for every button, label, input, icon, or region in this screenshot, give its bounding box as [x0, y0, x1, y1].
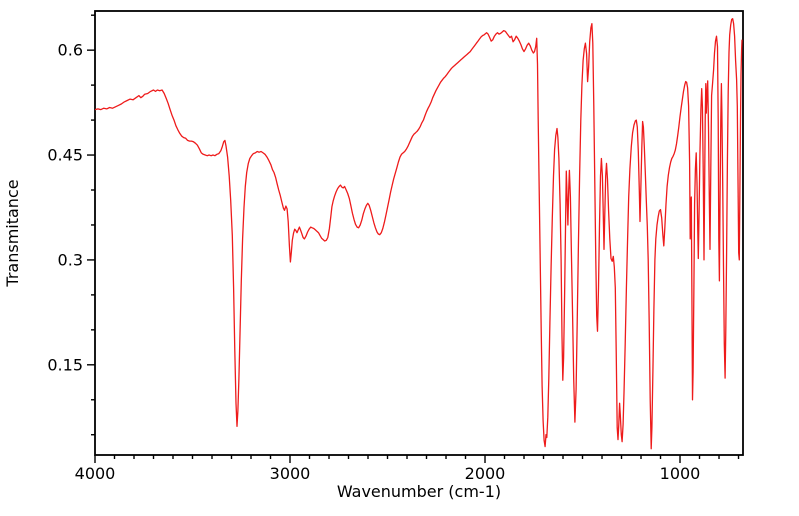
x-axis-label: Wavenumber (cm-1)	[337, 482, 501, 501]
y-tick-label: 0.15	[47, 355, 83, 374]
y-tick-label: 0.3	[58, 250, 83, 269]
plot-area: 4000 3000 2000 1000 0.6 0.45 0.3 0.15	[47, 10, 744, 483]
y-tick-label: 0.6	[58, 41, 83, 60]
spectrum-line	[94, 18, 743, 450]
x-tick-label: 3000	[270, 464, 311, 483]
plot-spines	[94, 10, 744, 456]
y-axis-label: Transmitance	[3, 179, 22, 287]
x-tick-label: 4000	[75, 464, 116, 483]
x-tick-label: 2000	[465, 464, 506, 483]
y-tick-label: 0.45	[47, 146, 83, 165]
x-tick-label: 1000	[660, 464, 701, 483]
